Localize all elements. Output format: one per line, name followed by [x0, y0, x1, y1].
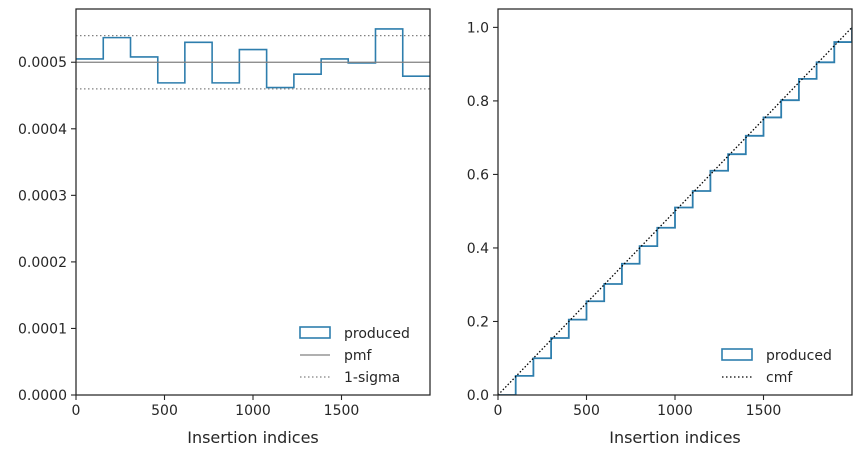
panel1-legend-produced-handle — [299, 326, 331, 339]
panel2-xtick-label: 1500 — [746, 403, 782, 419]
panel2-legend-produced: produced — [721, 348, 832, 364]
panel2-xlabel: Insertion indices — [609, 428, 741, 447]
panel1-ytick-label: 0.0001 — [18, 321, 67, 337]
panel1-ytick-label: 0.0004 — [18, 122, 67, 138]
panel1-series-produced — [76, 28, 430, 89]
panel1-xtick-label: 1000 — [235, 403, 271, 419]
panel2-legend: produced cmf — [721, 348, 832, 386]
panel2-plot-area — [498, 26, 852, 395]
panel1-ytick-label: 0.0005 — [18, 55, 67, 71]
panel1-ytick-label: 0.0000 — [18, 388, 67, 404]
panel1-legend-produced-label: produced — [344, 326, 410, 342]
panel2-ytick-label: 0.2 — [467, 314, 489, 330]
panel2-xtick-label: 500 — [573, 403, 600, 419]
panel2-series-produced — [498, 27, 852, 395]
panel1-chart: 0 500 1000 1500 0.0000 0.0001 0.0002 0.0003 0.00… — [18, 8, 431, 447]
panel2-series-cmf — [498, 26, 852, 395]
panel1-ytick-label: 0.0003 — [18, 188, 67, 204]
panel2-legend-cmf: cmf — [722, 370, 793, 386]
panel1-xtick-label: 500 — [151, 403, 178, 419]
panel1-legend-pmf: pmf — [300, 348, 373, 364]
panel2-xtick-label: 1000 — [657, 403, 693, 419]
panel2-ytick-label: 0.6 — [467, 167, 489, 183]
panel2-frame — [497, 8, 853, 396]
panel1-xtick-label: 0 — [72, 403, 81, 419]
panel2-ytick-label: 0.8 — [467, 94, 489, 110]
panel2-ytick-label: 0.4 — [467, 241, 489, 257]
panel1-xlabel: Insertion indices — [187, 428, 319, 447]
panel1-xtick-label: 1500 — [324, 403, 360, 419]
panel2-legend-produced-label: produced — [766, 348, 832, 364]
panel2-chart: 0 500 1000 1500 0.0 0.2 0.4 0.6 0.8 1.0 Insertion … — [467, 8, 853, 447]
panel1-legend-pmf-label: pmf — [344, 348, 373, 364]
panel1-plot-area — [76, 28, 430, 90]
panel1-legend: produced pmf 1-sigma — [299, 326, 410, 386]
panel2-legend-cmf-label: cmf — [766, 370, 793, 386]
panel1-legend-produced: produced — [299, 326, 410, 342]
panel1-legend-1-sigma: 1-sigma — [300, 370, 400, 386]
panel2-ytick-label: 1.0 — [467, 20, 489, 36]
panel1-ytick-label: 0.0002 — [18, 255, 67, 271]
panel1-legend-1-sigma-label: 1-sigma — [344, 370, 400, 386]
panel2-ytick-label: 0.0 — [467, 388, 489, 404]
panel2-xtick-label: 0 — [494, 403, 503, 419]
panel2-legend-produced-handle — [721, 348, 753, 361]
